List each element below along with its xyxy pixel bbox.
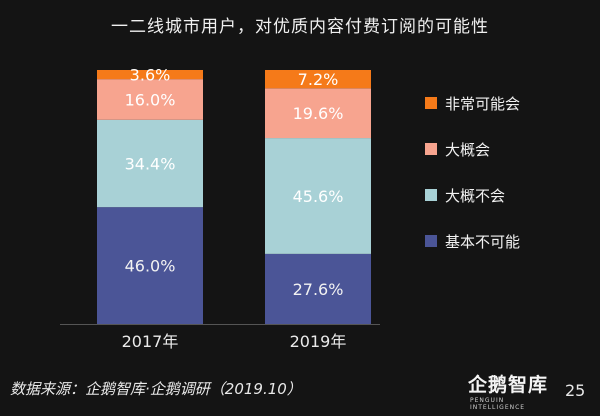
legend-label: 大概不会 [445,186,506,205]
data-label: 19.6% [293,104,344,123]
legend-item: 大概不会 [425,184,520,206]
legend-item: 大概会 [425,138,520,160]
legend-label: 基本不可能 [445,232,521,251]
legend-swatch [425,97,437,109]
bar-segment [97,79,203,120]
bar-segment [265,253,371,324]
legend-item: 基本不可能 [425,230,520,252]
bar-segment [265,70,371,89]
logo-text: 企鹅智库 [468,374,549,396]
legend-swatch [425,143,437,155]
data-source-note: 数据来源：企鹅智库·企鹅调研（2019.10） [10,380,302,398]
brand-logo: 企鹅智库 PENGUIN INTELLIGENCE [462,370,562,411]
data-label: 27.6% [293,280,344,299]
legend-label: 非常可能会 [445,94,521,113]
legend-swatch [425,235,437,247]
page-number: 25 [565,381,586,400]
bar-segment [97,207,203,324]
legend-label: 大概会 [445,140,491,159]
chart-title: 一二线城市用户，对优质内容付费订阅的可能性 [111,17,489,37]
bar-segment [97,119,203,208]
logo-subtext: PENGUIN INTELLIGENCE [470,397,526,411]
data-label: 3.6% [130,66,171,85]
legend-item: 非常可能会 [425,92,520,114]
bar-segment [265,138,371,254]
x-tick-label: 2017年 [122,332,179,351]
data-label: 16.0% [125,90,176,109]
bar-segment [97,70,203,80]
chart-legend: 非常可能会大概会大概不会基本不可能 [425,92,520,276]
x-tick-label: 2019年 [290,332,347,351]
data-label: 46.0% [125,257,176,276]
data-label: 45.6% [293,187,344,206]
bar-segment [265,88,371,139]
legend-swatch [425,189,437,201]
data-label: 7.2% [298,70,339,89]
data-label: 34.4% [125,154,176,173]
